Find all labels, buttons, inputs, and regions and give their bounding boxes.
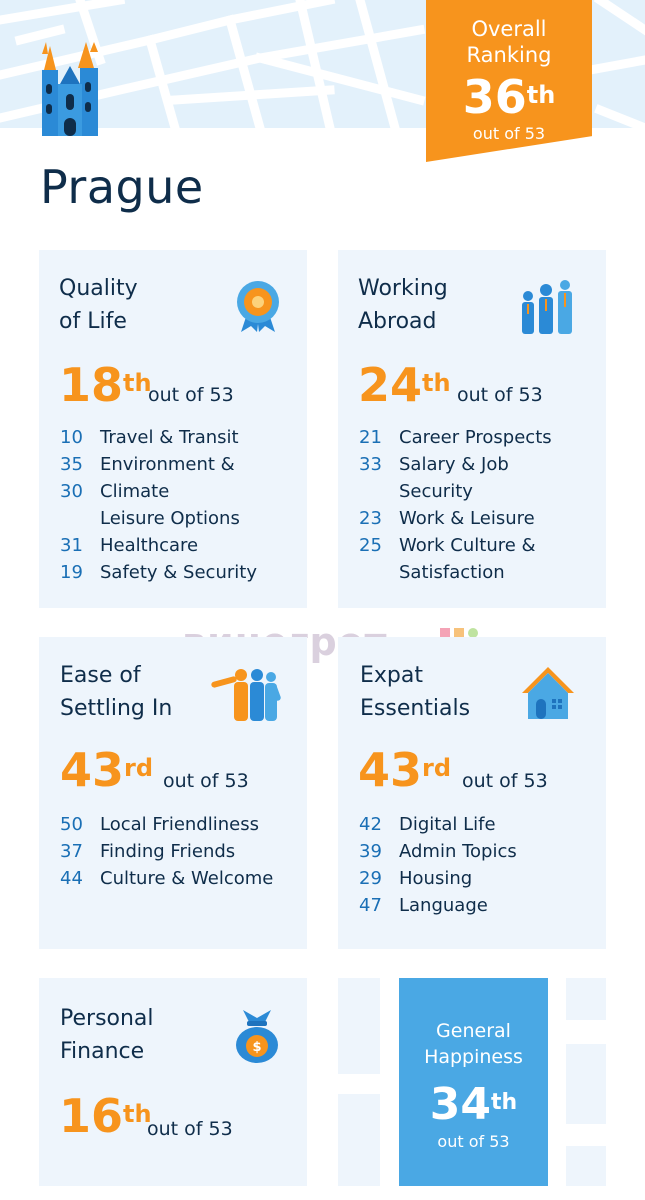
list-item: 10 Travel & Transit [60,427,239,448]
map-block [338,978,380,1074]
card-title: Working Abroad [358,276,448,334]
out-of-text: out of 53 [462,770,548,792]
card-title: Expat Essentials [360,663,471,721]
award-badge-icon [235,280,281,338]
out-of-text: out of 53 [163,770,249,792]
svg-text:$: $ [252,1040,261,1055]
list-item: 42 Digital Life [359,814,496,835]
general-happiness-rank: 34th [429,1079,518,1130]
list-item: Security [399,481,473,502]
category-rank: 43rd [60,743,154,797]
list-item: 33 Salary & Job [359,454,509,475]
out-of-text: out of 53 [457,384,543,406]
general-happiness-label-line1: General [436,1020,511,1042]
map-block [566,1044,606,1124]
general-happiness-out-of: out of 53 [437,1132,510,1151]
expat-essentials-card: Expat Essentials 43rd out of 53 42 Digita… [338,637,606,949]
subcategory-list: 50 Local Friendliness 37 Finding Friends 4… [60,811,273,892]
out-of-text: out of 53 [148,384,234,406]
overall-ranking-label-line1: Overall [471,17,547,41]
ease-of-settling-card: Ease of Settling In 43rd out of 53 50 Loc… [39,637,307,949]
business-people-icon [520,280,576,338]
personal-finance-card: Personal Finance $ 16th out of 53 [39,978,307,1186]
category-rank: 24th [358,358,451,412]
list-item: 25 Work Culture & [359,535,536,556]
cathedral-icon [38,40,102,140]
list-item: Satisfaction [399,562,505,583]
page-title: Prague [40,160,204,214]
category-rank: 16th [59,1089,152,1143]
list-item: 47 Language [359,895,488,916]
house-icon [520,665,576,725]
list-item: 37 Finding Friends [60,841,236,862]
category-rank: 18th [59,358,152,412]
list-item: 50 Local Friendliness [60,814,259,835]
list-item: 39 Admin Topics [359,841,517,862]
list-item: 29 Housing [359,868,473,889]
list-item: 30 Climate [60,481,170,502]
map-block [566,978,606,1020]
subcategory-list: 10 Travel & Transit 35 Environment & 30 Cli… [60,424,257,586]
general-happiness-card: General Happiness 34th out of 53 [399,978,548,1186]
map-block [566,1146,606,1186]
subcategory-list: 42 Digital Life 39 Admin Topics 29 Housing … [359,811,517,919]
overall-ranking-label-line2: Ranking [466,43,552,67]
friends-group-icon [211,667,281,725]
working-abroad-card: Working Abroad 24th out of 53 21 Career P… [338,250,606,608]
watermark-logo-dots [440,628,478,638]
card-title: Ease of Settling In [60,663,173,721]
card-title: Personal Finance [60,1006,154,1064]
card-title: Quality of Life [59,276,138,334]
list-item: 44 Culture & Welcome [60,868,274,889]
list-item: 31 Healthcare [60,535,199,556]
overall-ranking-banner: Overall Ranking 36th out of 53 [426,0,592,162]
quality-of-life-card: Quality of Life 18th out of 53 10 Travel … [39,250,307,608]
list-item: 19 Safety & Security [60,562,257,583]
overall-out-of: out of 53 [472,124,546,143]
general-happiness-label-line2: Happiness [424,1046,523,1068]
out-of-text: out of 53 [147,1118,233,1140]
subcategory-list: 21 Career Prospects 33 Salary & Job Securi… [359,424,552,586]
list-item: 21 Career Prospects [359,427,552,448]
category-rank: 43rd [358,743,452,797]
overall-rank-value: 36th [462,70,556,124]
list-item: Leisure Options [100,508,240,529]
money-bag-icon: $ [233,1008,281,1068]
list-item: 23 Work & Leisure [359,508,535,529]
list-item: 35 Environment & [60,454,235,475]
map-block [338,1094,380,1186]
